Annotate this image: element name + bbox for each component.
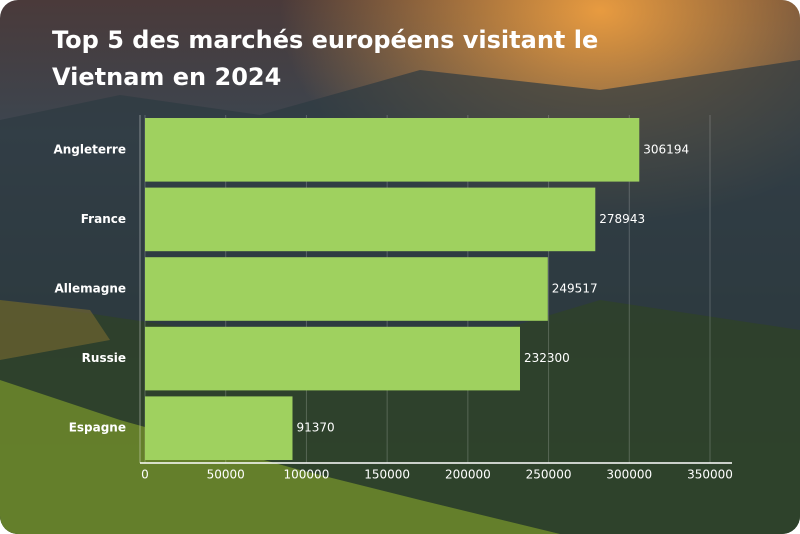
- bar: [145, 118, 640, 182]
- y-tick-label: France: [81, 212, 126, 226]
- value-label: 249517: [552, 282, 598, 296]
- value-label: 306194: [643, 142, 689, 156]
- y-tick-label: Angleterre: [53, 142, 126, 156]
- value-label: 278943: [599, 212, 645, 226]
- x-tick-label: 200000: [445, 468, 491, 482]
- x-tick-label: 300000: [606, 468, 652, 482]
- chart-title: Top 5 des marchés européens visitant le …: [52, 26, 599, 91]
- y-tick-label: Russie: [82, 351, 126, 365]
- bar: [145, 257, 548, 321]
- x-tick-label: 350000: [687, 468, 733, 482]
- x-tick-label: 0: [141, 468, 149, 482]
- x-tick-label: 50000: [207, 468, 245, 482]
- bar: [145, 396, 293, 460]
- y-tick-label: Allemagne: [54, 282, 126, 296]
- x-tick-label: 250000: [526, 468, 572, 482]
- value-label: 232300: [524, 351, 570, 365]
- bar: [145, 187, 596, 252]
- bar: [145, 326, 520, 391]
- y-tick-label: Espagne: [69, 421, 126, 435]
- x-tick-label: 150000: [364, 468, 410, 482]
- x-tick-label: 100000: [284, 468, 330, 482]
- value-label: 91370: [296, 421, 334, 435]
